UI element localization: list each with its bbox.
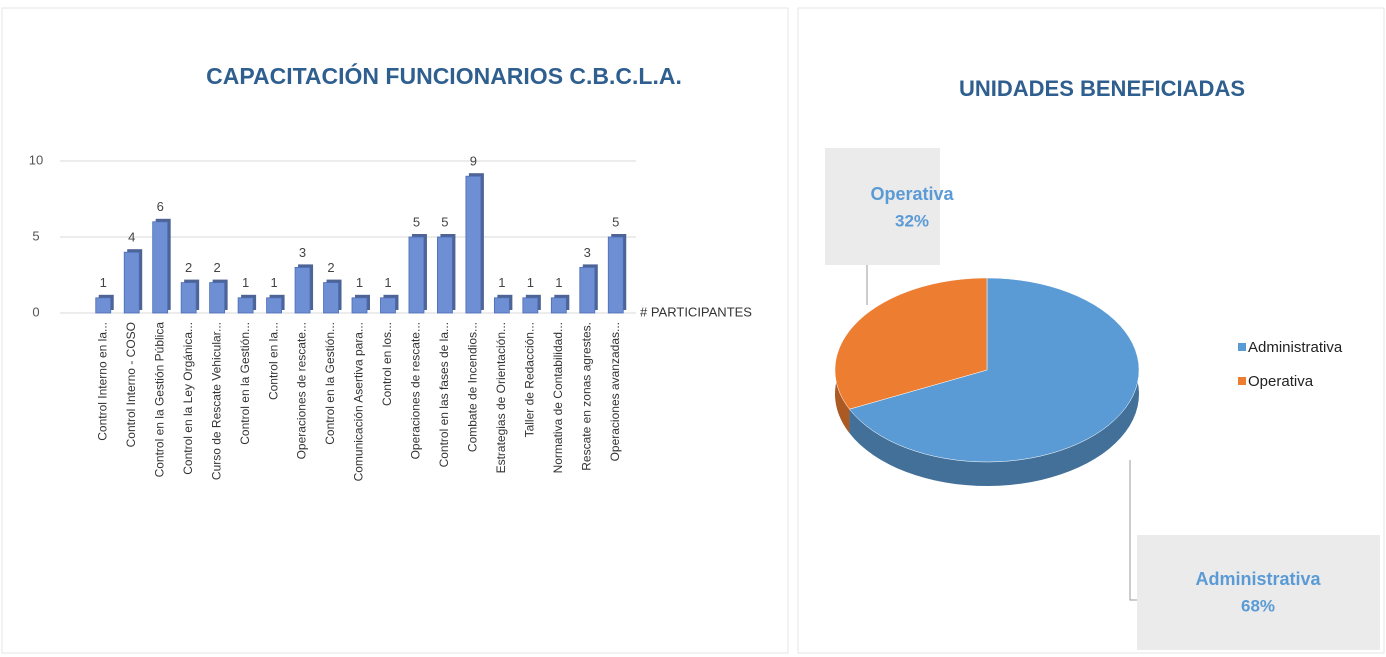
data-label: 1	[527, 275, 534, 290]
bar	[380, 297, 396, 314]
bar	[237, 297, 254, 314]
x-tick-label: Combate de Incendios...	[466, 322, 480, 452]
x-tick-label: Control Interno - COSO	[124, 322, 138, 447]
data-label: 5	[441, 214, 448, 229]
data-label: 5	[612, 214, 619, 229]
data-label: 1	[555, 275, 562, 290]
x-tick-label: Control Interno en la...	[95, 322, 109, 441]
pie-value-label: 32%	[895, 211, 929, 230]
bar	[408, 236, 425, 314]
bar-panel	[1, 7, 789, 654]
data-label: 1	[356, 275, 363, 290]
pie-value-label: 68%	[1241, 596, 1275, 615]
data-label: 6	[157, 199, 164, 214]
bar	[437, 236, 453, 314]
data-label: 1	[270, 275, 277, 290]
legend-label: Administrativa	[1248, 339, 1343, 356]
x-tick-label: Control en los...	[380, 322, 394, 406]
bar	[522, 297, 539, 314]
bar	[607, 236, 624, 314]
bar	[323, 282, 339, 314]
y-tick-label: 10	[29, 152, 43, 167]
bar	[209, 282, 226, 314]
chart-title: UNIDADES BENEFICIADAS	[959, 76, 1245, 101]
data-label: 3	[584, 245, 591, 260]
bar	[266, 297, 282, 314]
y-tick-label: 0	[32, 304, 39, 319]
data-label: 1	[498, 275, 505, 290]
legend-label: # PARTICIPANTES	[640, 304, 752, 319]
bar	[579, 266, 596, 314]
pie-slice	[834, 277, 988, 410]
data-label: 2	[185, 260, 192, 275]
x-tick-label: Operaciones avanzadas...	[608, 322, 622, 461]
x-tick-label: Curso de Rescate Vehicular...	[209, 322, 223, 480]
data-label: 9	[470, 154, 477, 169]
data-label: 1	[242, 275, 249, 290]
x-tick-label: Normativa de Contabilidad...	[551, 322, 565, 473]
x-tick-label: Rescate en zonas agrestes.	[579, 322, 593, 471]
x-tick-label: Operaciones de rescate...	[409, 322, 423, 459]
data-label: 1	[100, 275, 107, 290]
bar	[123, 251, 140, 314]
data-label: 4	[128, 230, 135, 245]
x-tick-label: Control en la Gestión Pública	[152, 322, 166, 478]
legend-swatch	[1238, 343, 1246, 351]
bar	[152, 221, 169, 314]
y-tick-label: 5	[32, 228, 39, 243]
x-tick-label: Estrategias de Orientación...	[494, 322, 508, 473]
bar	[493, 297, 510, 314]
bar	[95, 297, 112, 314]
pie-label: Operativa	[870, 184, 954, 204]
x-tick-label: Control en la Gestión...	[238, 322, 252, 445]
label-box	[825, 148, 940, 265]
data-label: 2	[327, 260, 334, 275]
data-label: 1	[384, 275, 391, 290]
x-tick-label: Taller de Redacción...	[523, 322, 537, 437]
data-label: 5	[413, 214, 420, 229]
x-tick-label: Control en la Ley Orgánica...	[181, 322, 195, 475]
legend-label: Operativa	[1248, 373, 1314, 390]
bar	[294, 266, 311, 314]
pie-slice	[849, 277, 1140, 463]
data-label: 2	[214, 260, 221, 275]
label-box	[1137, 535, 1380, 650]
legend-swatch	[1238, 377, 1246, 385]
data-label: 3	[299, 245, 306, 260]
leader-line	[1129, 460, 1137, 601]
x-tick-label: Operaciones de rescate...	[295, 322, 309, 459]
chart-title: CAPACITACIÓN FUNCIONARIOS C.B.C.L.A.	[206, 62, 682, 89]
bar	[550, 297, 567, 314]
x-tick-label: Control en la...	[266, 322, 280, 400]
bar	[180, 282, 197, 314]
bar	[465, 175, 482, 314]
bar	[351, 297, 368, 314]
x-tick-label: Comunicación Asertiva para...	[352, 322, 366, 481]
x-tick-label: Control en la Gestión...	[323, 322, 337, 445]
x-tick-label: Control en las fases de la...	[437, 322, 451, 467]
pie-label: Administrativa	[1195, 569, 1321, 589]
